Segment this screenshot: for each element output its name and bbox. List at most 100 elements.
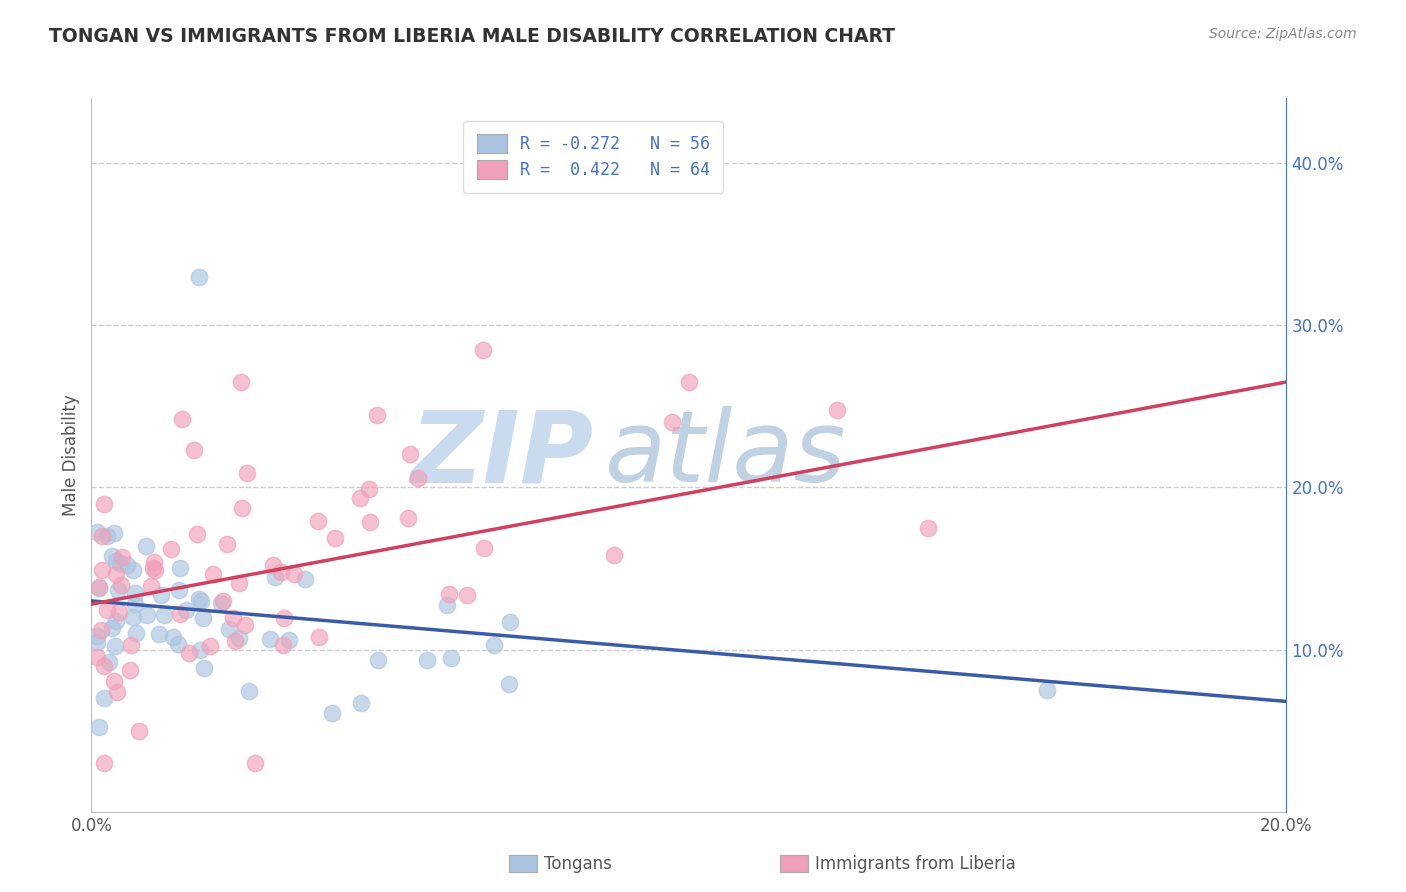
Point — [186, 527, 208, 541]
Point — [270, 565, 292, 579]
Point — [273, 611, 295, 625]
Point — [366, 408, 388, 422]
Point — [484, 638, 506, 652]
Point — [307, 514, 329, 528]
Point — [108, 605, 131, 619]
Point — [107, 582, 129, 597]
Point — [142, 561, 165, 575]
Point — [283, 566, 305, 581]
Point — [98, 655, 121, 669]
Point — [120, 638, 142, 652]
Point — [238, 683, 260, 698]
Point — [121, 610, 143, 624]
Point — [121, 563, 143, 577]
Point — [93, 756, 115, 770]
Point — [96, 529, 118, 543]
Point — [103, 525, 125, 540]
Point — [277, 632, 299, 647]
Point — [86, 525, 108, 540]
Point — [188, 269, 211, 284]
Point — [174, 603, 197, 617]
Text: Tongans: Tongans — [544, 855, 612, 873]
Point — [233, 618, 256, 632]
Point — [1036, 683, 1059, 698]
Point — [100, 620, 122, 634]
Point — [399, 447, 422, 461]
Point — [359, 515, 381, 529]
Point — [262, 558, 284, 573]
Point — [90, 624, 112, 638]
Point — [231, 500, 253, 515]
Point — [90, 563, 112, 577]
Point — [321, 706, 343, 721]
Point — [349, 696, 371, 710]
Point — [349, 491, 371, 505]
Point — [118, 663, 141, 677]
Point — [396, 511, 419, 525]
Point — [162, 630, 184, 644]
Point — [143, 556, 166, 570]
Point — [825, 402, 848, 417]
Point — [159, 541, 181, 556]
Point — [110, 578, 132, 592]
Point — [167, 582, 190, 597]
Point — [472, 343, 495, 358]
Point — [436, 599, 458, 613]
Point — [105, 566, 128, 581]
Point — [104, 639, 127, 653]
Point — [325, 531, 347, 545]
Point — [139, 579, 162, 593]
Point — [498, 676, 520, 690]
Point — [218, 623, 240, 637]
Point — [357, 482, 380, 496]
Point — [198, 640, 221, 654]
Point — [209, 596, 232, 610]
Point — [202, 567, 225, 582]
Point — [415, 653, 437, 667]
Point — [308, 630, 330, 644]
Point — [104, 554, 127, 568]
Point — [86, 635, 108, 649]
Point — [499, 615, 522, 630]
Point — [169, 607, 191, 622]
Point — [406, 471, 429, 485]
Point — [367, 652, 389, 666]
Point — [228, 632, 250, 646]
Point — [456, 588, 478, 602]
Point — [472, 541, 495, 556]
Point — [111, 550, 134, 565]
Point — [148, 626, 170, 640]
Point — [215, 537, 238, 551]
Point — [104, 614, 127, 628]
Point — [91, 529, 114, 543]
Point — [125, 626, 148, 640]
Point — [149, 588, 172, 602]
Text: atlas: atlas — [605, 407, 846, 503]
Point — [93, 659, 115, 673]
Text: Immigrants from Liberia: Immigrants from Liberia — [815, 855, 1017, 873]
Point — [136, 608, 159, 623]
Y-axis label: Male Disability: Male Disability — [62, 394, 80, 516]
Point — [235, 466, 257, 480]
Point — [190, 594, 212, 608]
Point — [183, 443, 205, 458]
Point — [87, 582, 110, 596]
Point — [105, 685, 128, 699]
Point — [440, 651, 463, 665]
Point — [193, 611, 215, 625]
Point — [124, 597, 146, 611]
Point — [96, 603, 118, 617]
Text: TONGAN VS IMMIGRANTS FROM LIBERIA MALE DISABILITY CORRELATION CHART: TONGAN VS IMMIGRANTS FROM LIBERIA MALE D… — [49, 27, 896, 45]
Point — [108, 556, 131, 570]
Point — [124, 586, 146, 600]
Point — [190, 642, 212, 657]
Point — [661, 415, 683, 429]
Text: Source: ZipAtlas.com: Source: ZipAtlas.com — [1209, 27, 1357, 41]
Point — [602, 549, 624, 563]
Point — [221, 610, 243, 624]
Point — [271, 638, 294, 652]
Point — [193, 661, 215, 675]
Point — [177, 646, 200, 660]
Point — [170, 412, 193, 426]
Point — [143, 563, 166, 577]
